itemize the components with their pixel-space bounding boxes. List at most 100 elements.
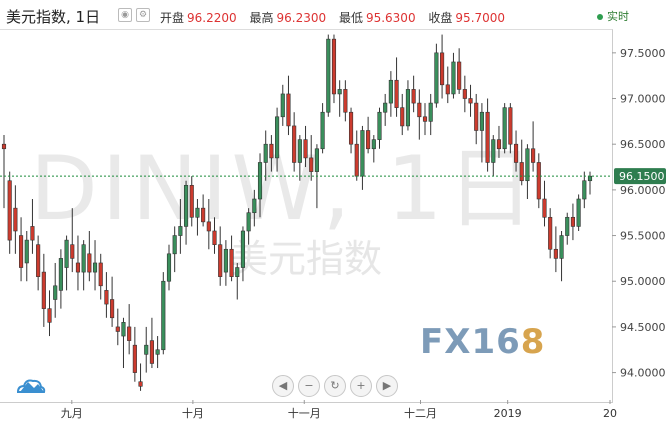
candle-body xyxy=(218,244,223,277)
candle-body xyxy=(422,116,428,122)
live-dot-icon xyxy=(597,14,603,20)
candle-body xyxy=(513,143,519,163)
navigation-bar: ◀ − ↻ + ▶ xyxy=(272,374,402,397)
candle-body xyxy=(428,102,433,122)
candle-body xyxy=(343,89,348,113)
cloud-logo-icon[interactable] xyxy=(16,376,46,394)
candle-body xyxy=(70,244,75,259)
candle-body xyxy=(75,262,81,273)
candle-body xyxy=(195,207,200,218)
candle-body xyxy=(212,230,217,245)
candle-body xyxy=(201,207,206,223)
candle-body xyxy=(257,162,263,200)
candle-body xyxy=(263,143,268,163)
candle-body xyxy=(286,93,291,127)
y-tick-label: 94.5000 xyxy=(620,321,666,334)
watermark-name: 美元指数 xyxy=(230,237,383,281)
candle-body xyxy=(229,248,234,277)
low-value: 95.6300 xyxy=(365,11,416,25)
candle-body xyxy=(161,280,166,351)
chevron-left-icon[interactable]: ◀ xyxy=(272,375,294,397)
candle-body xyxy=(582,180,587,200)
candle-body xyxy=(19,235,24,268)
chart-header: 美元指数, 1日 ◉ ⚙ 开盘 96.2200 最高 96.2300 最低 95.63… xyxy=(0,0,668,30)
low-label: 最低 xyxy=(338,11,363,25)
zoom-in-icon[interactable]: + xyxy=(350,375,372,397)
y-tick-label: 97.0000 xyxy=(620,93,666,106)
high-label: 最高 xyxy=(249,11,274,25)
candle-body xyxy=(58,258,63,291)
realtime-indicator[interactable]: 实时 xyxy=(597,8,629,24)
candle-body xyxy=(297,139,302,163)
chevron-right-icon[interactable]: ▶ xyxy=(376,375,398,397)
open-value: 96.2200 xyxy=(187,11,237,25)
y-tick-label: 96.5000 xyxy=(620,138,666,151)
candle-body xyxy=(479,111,484,131)
candle-body xyxy=(92,262,98,273)
candle-body xyxy=(30,226,35,241)
y-tick-label: 95.0000 xyxy=(620,275,666,288)
y-tick-label: 97.5000 xyxy=(620,47,666,60)
reset-icon[interactable]: ↻ xyxy=(324,375,346,397)
candle-body xyxy=(53,285,58,300)
candle-body xyxy=(1,143,7,150)
candle-body xyxy=(98,262,103,287)
candle-body xyxy=(496,139,502,150)
candle-body xyxy=(468,98,473,104)
fx168-logo: FX168 xyxy=(420,322,545,362)
candle-body xyxy=(41,271,46,309)
candle-body xyxy=(24,239,29,264)
candle-body xyxy=(337,89,342,95)
candle-body xyxy=(223,248,228,273)
candle-body xyxy=(121,322,126,337)
zoom-out-icon[interactable]: − xyxy=(298,375,320,397)
candle-body xyxy=(144,344,149,355)
candle-body xyxy=(542,198,547,218)
watermark-symbol: DINIW, 1日 xyxy=(30,137,539,240)
eye-icon[interactable]: ◉ xyxy=(118,8,132,22)
candle-body xyxy=(394,79,399,108)
settings-icon[interactable]: ⚙ xyxy=(136,8,150,22)
close-value: 95.7000 xyxy=(455,11,506,25)
candle-body xyxy=(434,52,439,104)
candle-body xyxy=(87,253,92,273)
candle-body xyxy=(275,116,280,159)
plot-area xyxy=(0,29,613,403)
current-price-tag xyxy=(614,168,666,185)
x-tick-label: 十一月 xyxy=(288,406,321,420)
candle-body xyxy=(81,244,86,273)
candle-body xyxy=(388,79,393,104)
candle-body xyxy=(536,162,541,200)
candle-body xyxy=(303,139,308,159)
candle-body xyxy=(314,148,319,172)
candle-body xyxy=(508,107,513,145)
realtime-label: 实时 xyxy=(607,10,629,23)
candle-body xyxy=(553,248,558,259)
candle-body xyxy=(491,139,496,163)
x-tick-label: 十二月 xyxy=(404,406,437,420)
candle-body xyxy=(326,38,331,113)
candle-body xyxy=(246,212,251,232)
candle-body xyxy=(417,102,422,118)
candle-body xyxy=(576,198,581,227)
candle-body xyxy=(104,290,109,305)
open-label: 开盘 xyxy=(160,11,185,25)
y-tick-label: 94.0000 xyxy=(620,367,666,380)
candle-body xyxy=(155,349,160,355)
candle-body xyxy=(548,216,553,250)
candle-body xyxy=(127,326,132,341)
candle-body xyxy=(440,52,445,86)
candle-body xyxy=(405,89,411,127)
candle-body xyxy=(451,61,456,95)
candle-body xyxy=(309,157,314,172)
candle-body xyxy=(235,267,240,277)
candle-body xyxy=(36,244,41,277)
candle-body xyxy=(565,216,570,236)
candle-body xyxy=(462,89,467,99)
x-tick-label: 20 xyxy=(603,407,617,420)
x-tick-label: 2019 xyxy=(494,407,522,420)
chart-title: 美元指数, 1日 xyxy=(6,8,101,26)
candle-body xyxy=(485,111,490,163)
